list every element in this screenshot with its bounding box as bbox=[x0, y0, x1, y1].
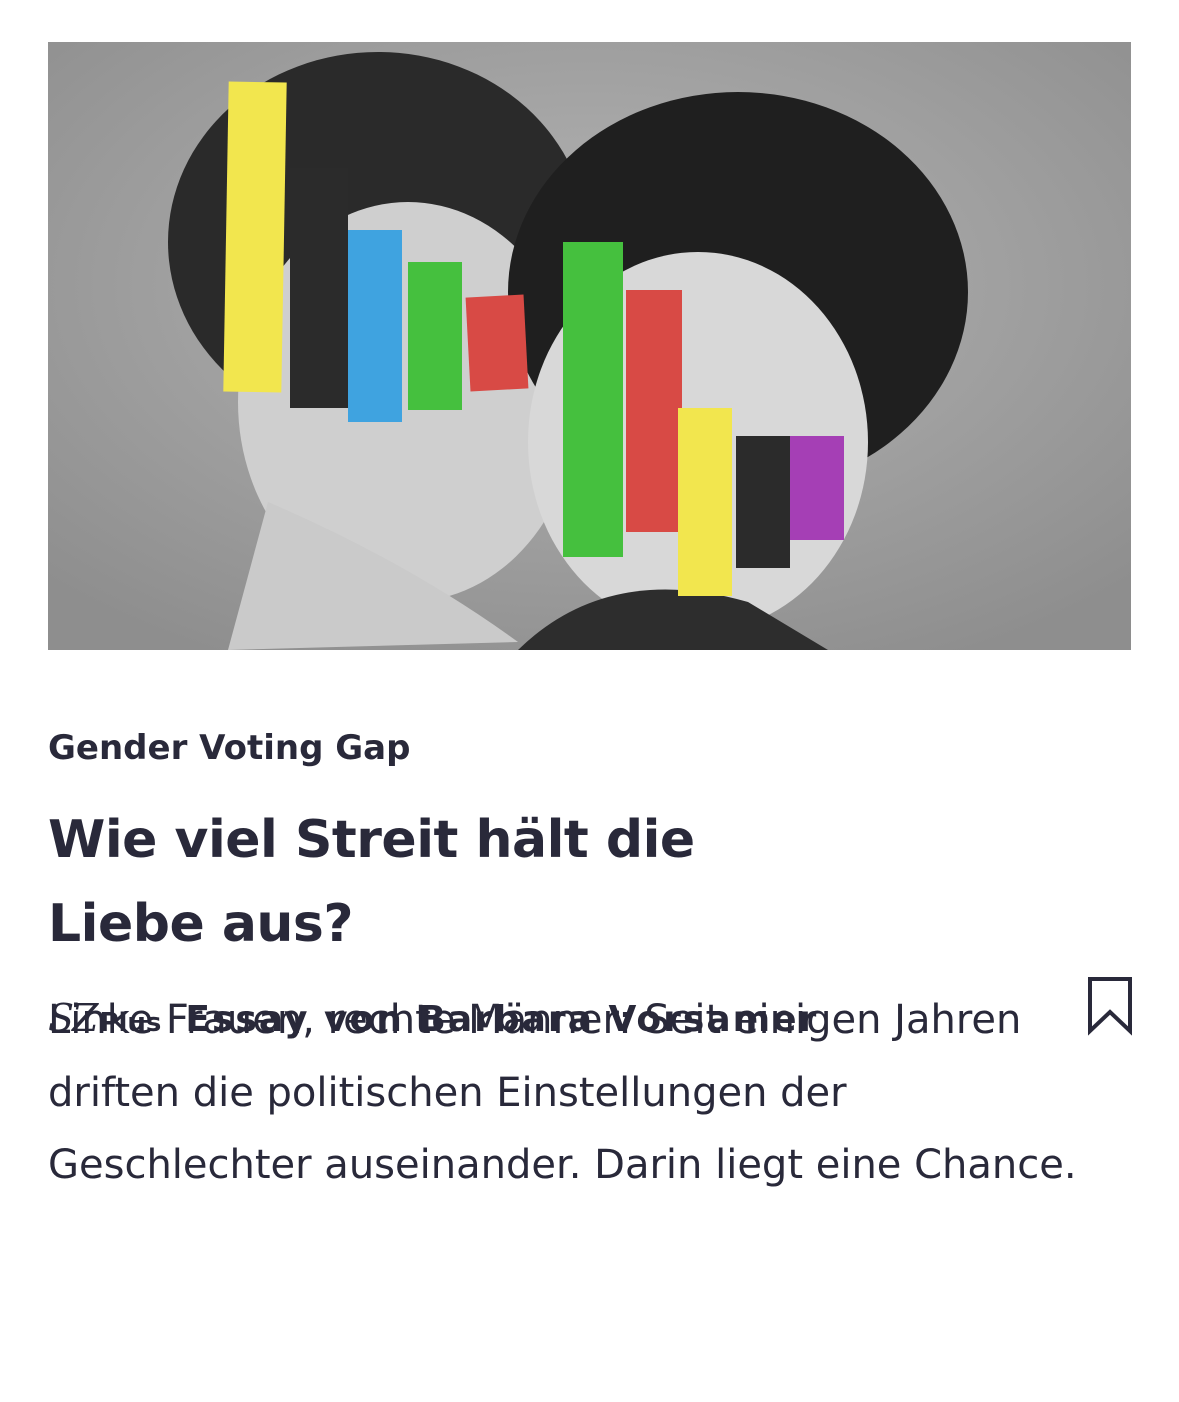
byline: Essay von Barbara Vorsamer bbox=[185, 999, 819, 1040]
brand-tier: Plus bbox=[99, 1008, 162, 1038]
headline[interactable]: Wie viel Streit hält die Liebe aus? bbox=[48, 810, 695, 954]
kicker: Gender Voting Gap bbox=[48, 728, 411, 768]
article-image bbox=[48, 42, 1131, 650]
teaser: Linke Frauen, rechte Männer: Seit einige… bbox=[48, 997, 1077, 1188]
bookmark-button[interactable] bbox=[1086, 976, 1134, 1036]
brand-logo: SZ bbox=[48, 996, 98, 1040]
footer: SZ Plus Essay von Barbara Vorsamer bbox=[48, 996, 818, 1040]
